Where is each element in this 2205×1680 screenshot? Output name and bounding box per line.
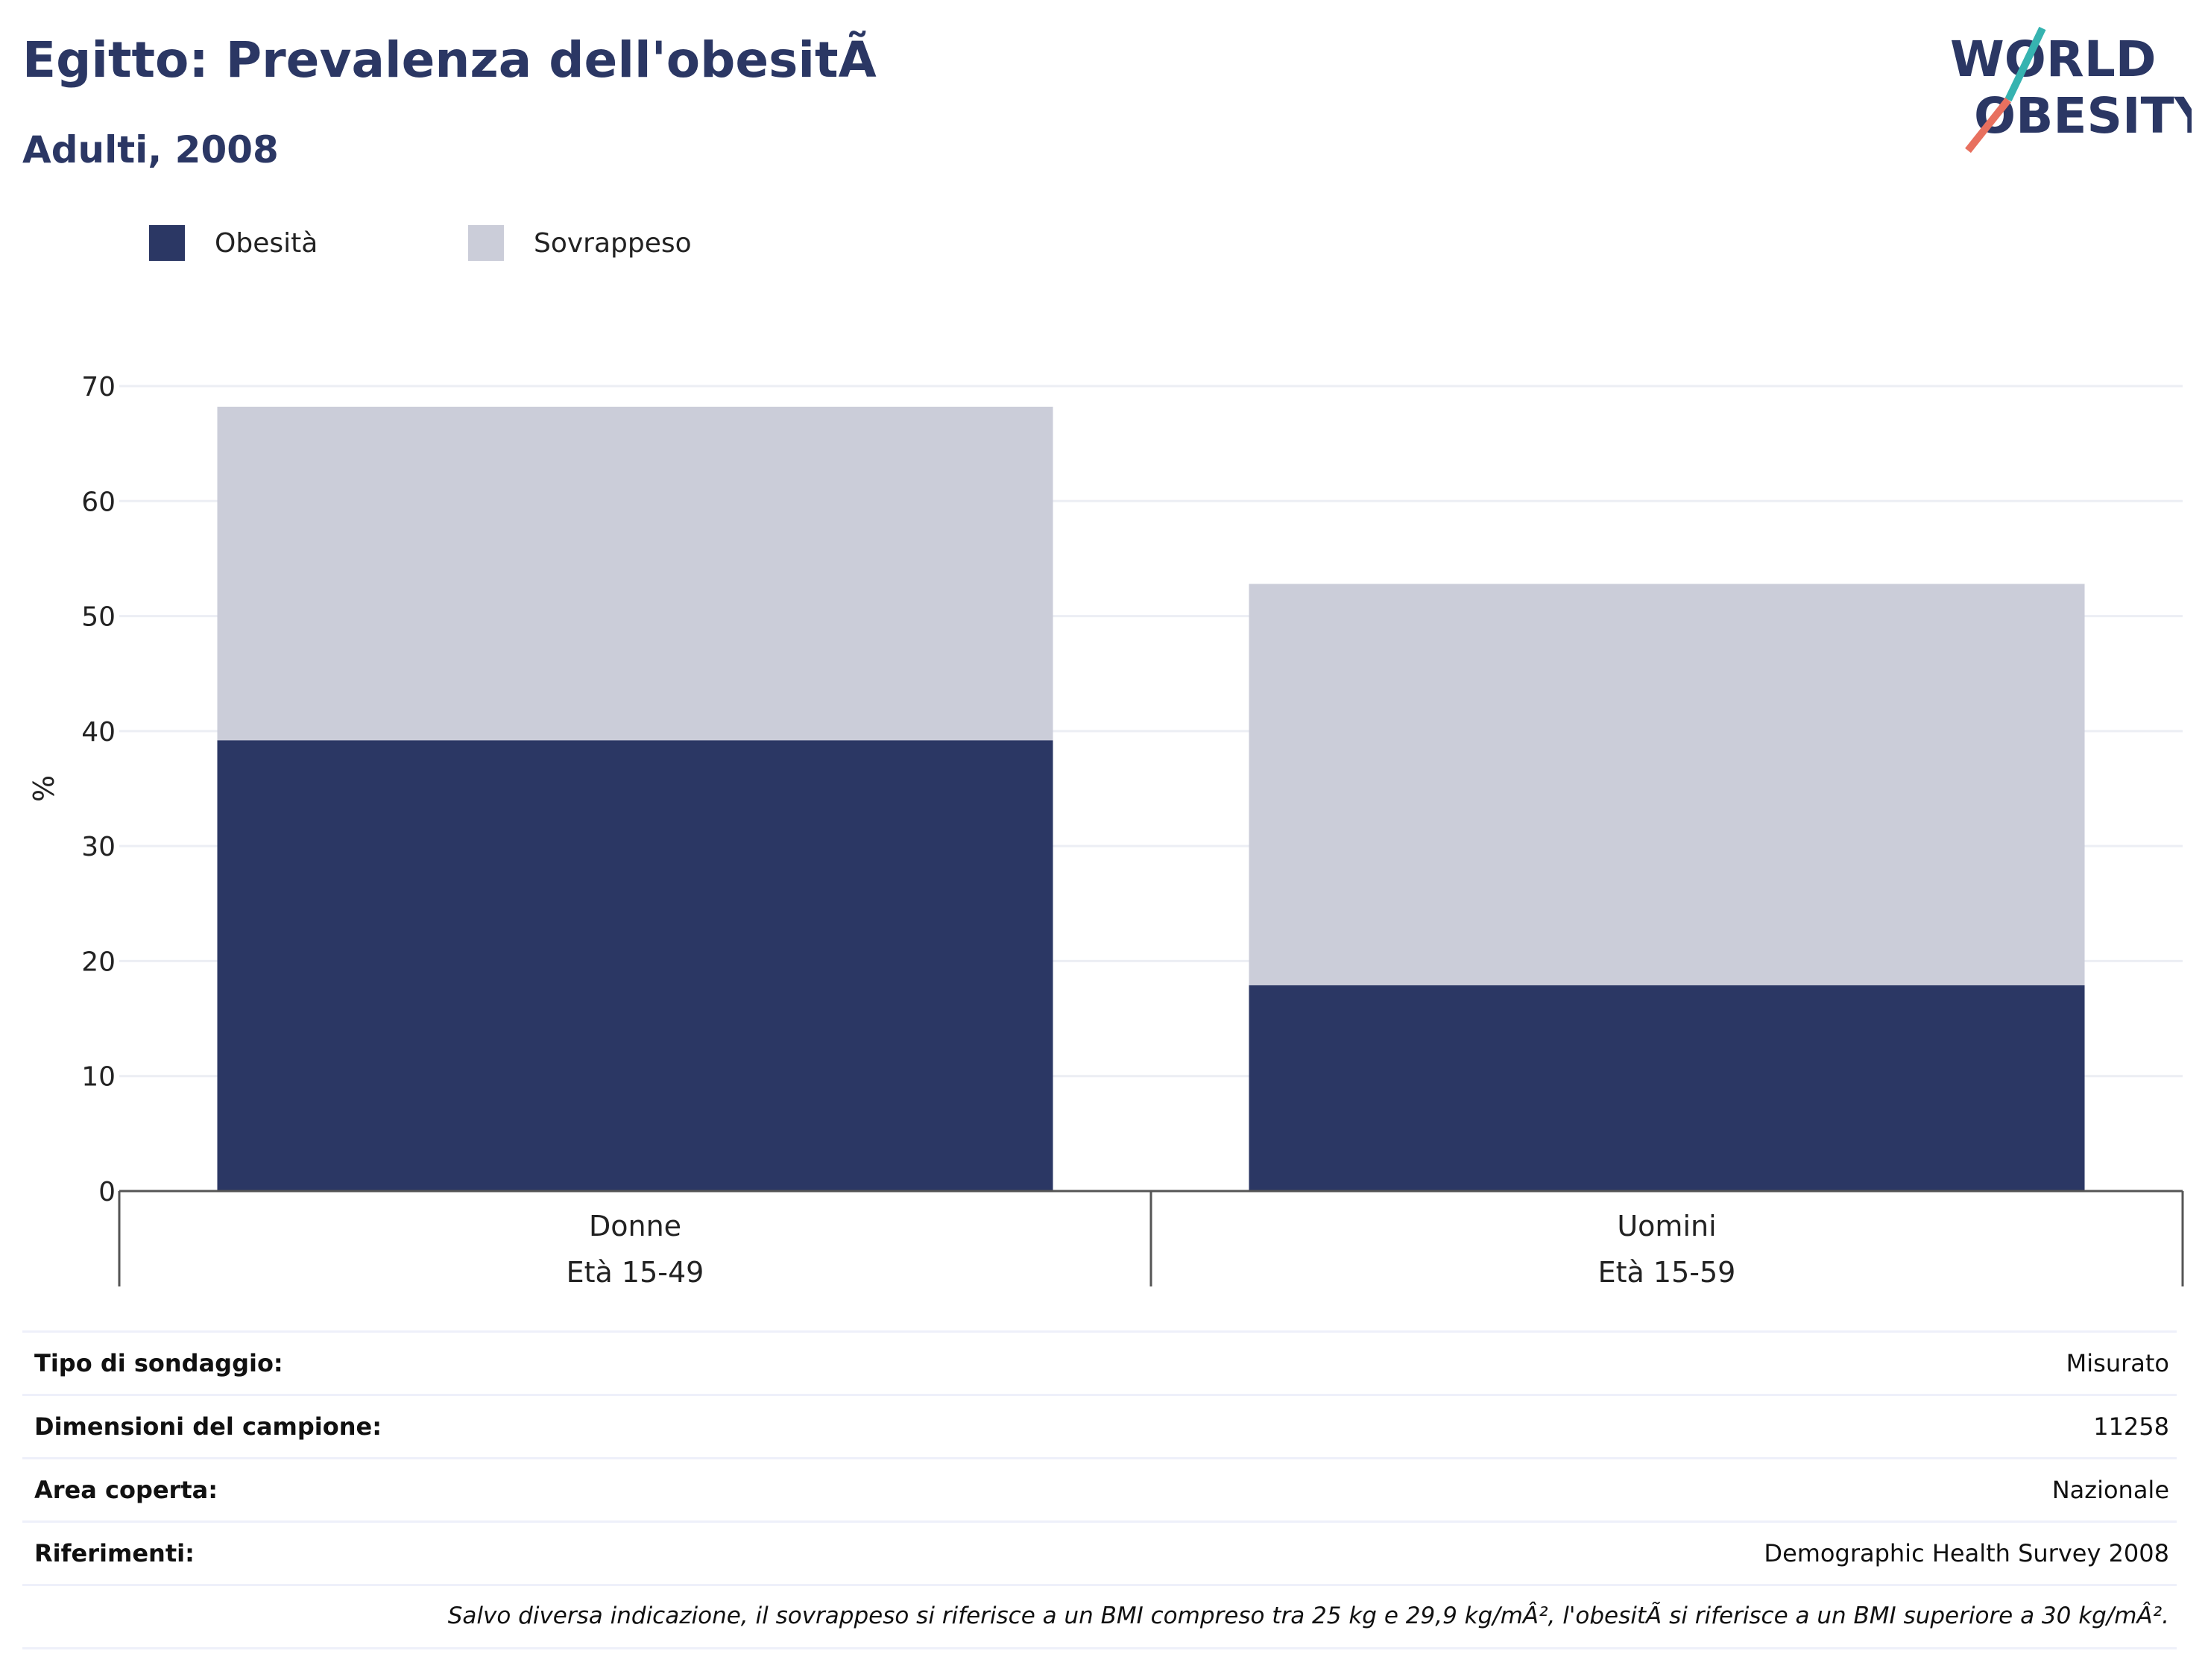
stacked-bar-chart: 0 10 20 30 40 50 60 70% Donne Età 15-49 Uomini Età … [28, 372, 2184, 1289]
logo-slash-coral [1965, 97, 2011, 154]
legend-label-overweight: Sovrappeso [534, 228, 692, 259]
info-value: 11258 [2093, 1412, 2169, 1441]
y-tick-label: 50 [81, 602, 116, 633]
y-tick-label: 0 [98, 1177, 116, 1207]
y-tick-label: 30 [81, 832, 116, 862]
legend-swatch-obesity [149, 225, 185, 261]
info-value: Nazionale [2051, 1476, 2169, 1504]
info-value: Misurato [2066, 1349, 2169, 1377]
x-category-label: Uomini [1617, 1210, 1716, 1242]
logo-line1: WORLD [1950, 31, 2157, 88]
legend-swatch-overweight [468, 225, 504, 261]
info-row-sample-size: Dimensioni del campione: 11258 [22, 1394, 2177, 1457]
info-key: Tipo di sondaggio: [34, 1349, 283, 1377]
y-tick-label: 10 [81, 1062, 116, 1093]
x-category-sublabel: Età 15-59 [1598, 1256, 1736, 1289]
y-tick-label: 40 [81, 717, 116, 748]
info-key: Area coperta: [34, 1476, 218, 1504]
y-tick-label: 20 [81, 947, 116, 977]
x-category-sublabel: Età 15-49 [567, 1256, 704, 1289]
info-key: Dimensioni del campione: [34, 1412, 382, 1441]
survey-info-table: Tipo di sondaggio: Misurato Dimensioni d… [22, 1330, 2177, 1649]
chart-title: Egitto: Prevalenza dell'obesitÃ [22, 31, 877, 89]
y-axis-label: % [28, 775, 60, 802]
footnote: Salvo diversa indicazione, il sovrappeso… [447, 1602, 2169, 1629]
chart-subtitle: Adulti, 2008 [22, 128, 279, 171]
y-tick-label: 60 [81, 487, 116, 517]
info-row-footnote: Salvo diversa indicazione, il sovrappeso… [22, 1584, 2177, 1649]
legend-label-obesity: Obesità [215, 228, 318, 259]
info-row-references: Riferimenti: Demographic Health Survey 2… [22, 1520, 2177, 1584]
world-obesity-logo: WORLD OBESITY [1950, 26, 2192, 154]
info-row-area: Area coperta: Nazionale [22, 1457, 2177, 1520]
bar-obesity [217, 740, 1053, 1191]
bar-obesity [1249, 985, 2085, 1191]
bar-overweight [217, 406, 1053, 741]
info-row-survey-type: Tipo di sondaggio: Misurato [22, 1330, 2177, 1394]
bar-overweight [1249, 584, 2085, 985]
x-category-label: Donne [589, 1210, 681, 1242]
info-value: Demographic Health Survey 2008 [1764, 1539, 2169, 1567]
info-key: Riferimenti: [34, 1539, 195, 1567]
logo-slash-teal [2004, 26, 2046, 102]
y-tick-label: 70 [81, 372, 116, 402]
